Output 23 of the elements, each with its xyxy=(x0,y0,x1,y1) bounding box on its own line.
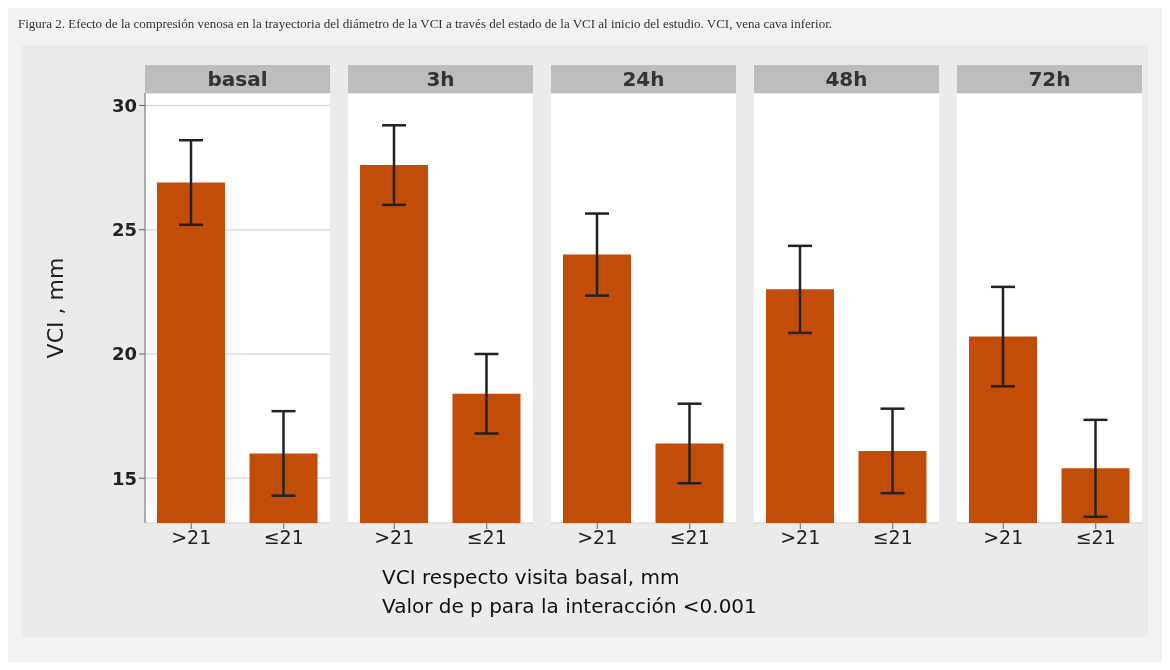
x-tick-label: ≤21 xyxy=(1075,526,1116,549)
y-tick-label: 30 xyxy=(111,94,137,116)
text: Figura 2. Efecto de la compresión venosa en la trayectoria del diámetro de la VCI a través del estado de la VCI al inicio del estudio. VCI, vena cava inferior. xyxy=(18,16,834,32)
text: Valor de p para la interacción <0.001 xyxy=(382,593,758,620)
y-axis-title: VCI , mm xyxy=(42,257,68,359)
chart-title: 3h xyxy=(348,65,533,93)
x-tick-label: >21 xyxy=(780,526,821,549)
x-axis-title: VCI respecto visita basal, mm xyxy=(382,564,681,591)
chart-title: 24h xyxy=(551,65,736,93)
x-tick-label: ≤21 xyxy=(872,526,913,549)
chart-title: 72h xyxy=(957,65,1142,93)
y-tick-label: 15 xyxy=(111,467,137,489)
y-tick-label: 25 xyxy=(111,219,137,241)
x-tick-label: ≤21 xyxy=(669,526,710,549)
chart-title: 48h xyxy=(754,65,939,93)
x-tick-label: >21 xyxy=(171,526,212,549)
x-tick-label: >21 xyxy=(374,526,415,549)
chart-title: basal xyxy=(145,65,330,93)
x-tick-label: ≤21 xyxy=(466,526,507,549)
y-tick-label: 20 xyxy=(111,343,137,365)
x-tick-label: >21 xyxy=(577,526,618,549)
x-tick-label: >21 xyxy=(983,526,1024,549)
x-tick-label: ≤21 xyxy=(263,526,304,549)
